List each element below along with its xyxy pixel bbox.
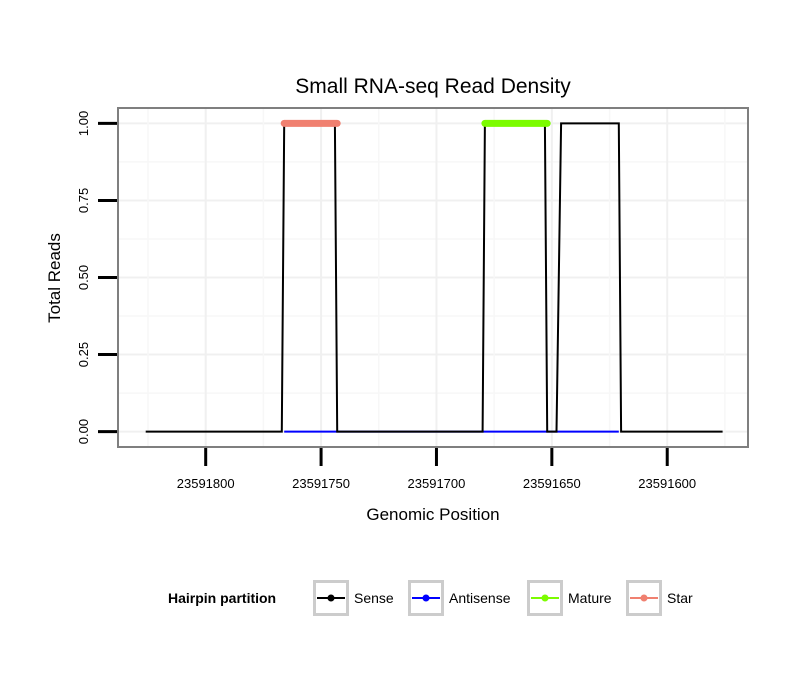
chart-title: Small RNA-seq Read Density: [295, 75, 571, 98]
x-axis-label: Genomic Position: [366, 505, 499, 524]
legend-label-sense: Sense: [354, 590, 394, 606]
grid-lines: [118, 108, 748, 447]
x-axis: 23591800 23591750 23591700 23591650 23591600: [177, 448, 696, 491]
y-tick-label: 0.00: [76, 419, 91, 444]
legend-key-point: [541, 594, 549, 602]
legend-label-antisense: Antisense: [449, 590, 511, 606]
legend-title: Hairpin partition: [168, 590, 276, 606]
y-tick-label: 0.75: [76, 188, 91, 213]
legend-label-star: Star: [667, 590, 693, 606]
y-axis: 0.00 0.25 0.50 0.75 1.00: [76, 111, 117, 444]
legend-label-mature: Mature: [568, 590, 612, 606]
x-tick-label: 23591600: [638, 476, 696, 491]
y-axis-label: Total Reads: [45, 233, 64, 323]
legend-key-point: [422, 594, 430, 602]
legend-key-point: [640, 594, 648, 602]
x-tick-label: 23591700: [408, 476, 466, 491]
plot-border: [117, 107, 749, 448]
y-tick-label: 1.00: [76, 111, 91, 136]
x-tick-label: 23591750: [292, 476, 350, 491]
data-series: [145, 119, 723, 433]
x-tick-label: 23591800: [177, 476, 235, 491]
y-tick-label: 0.50: [76, 265, 91, 290]
legend-key-point: [327, 594, 335, 602]
x-tick-label: 23591650: [523, 476, 581, 491]
y-tick-label: 0.25: [76, 342, 91, 367]
legend: Hairpin partition Sense Antisense Mature St…: [168, 580, 693, 616]
